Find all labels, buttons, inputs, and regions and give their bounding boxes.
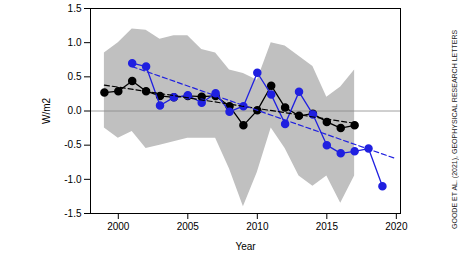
svg-text:2020: 2020: [385, 221, 408, 232]
svg-text:0.0: 0.0: [68, 105, 82, 116]
svg-text:2000: 2000: [107, 221, 130, 232]
svg-text:-1.0: -1.0: [64, 174, 82, 185]
svg-text:2015: 2015: [316, 221, 339, 232]
svg-text:Year: Year: [235, 241, 256, 252]
svg-text:1.0: 1.0: [68, 37, 82, 48]
svg-text:-1.5: -1.5: [64, 208, 82, 219]
svg-text:2005: 2005: [177, 221, 200, 232]
svg-text:-0.5: -0.5: [64, 139, 82, 150]
svg-text:2010: 2010: [246, 221, 269, 232]
svg-text:W/m2: W/m2: [41, 98, 52, 125]
svg-text:0.5: 0.5: [68, 71, 82, 82]
svg-text:1.5: 1.5: [68, 3, 82, 14]
html-text:GOODE ET AL. (2021), GEOPHYSIC: GOODE ET AL. (2021), GEOPHYSICAL RESEARC…: [451, 29, 458, 230]
